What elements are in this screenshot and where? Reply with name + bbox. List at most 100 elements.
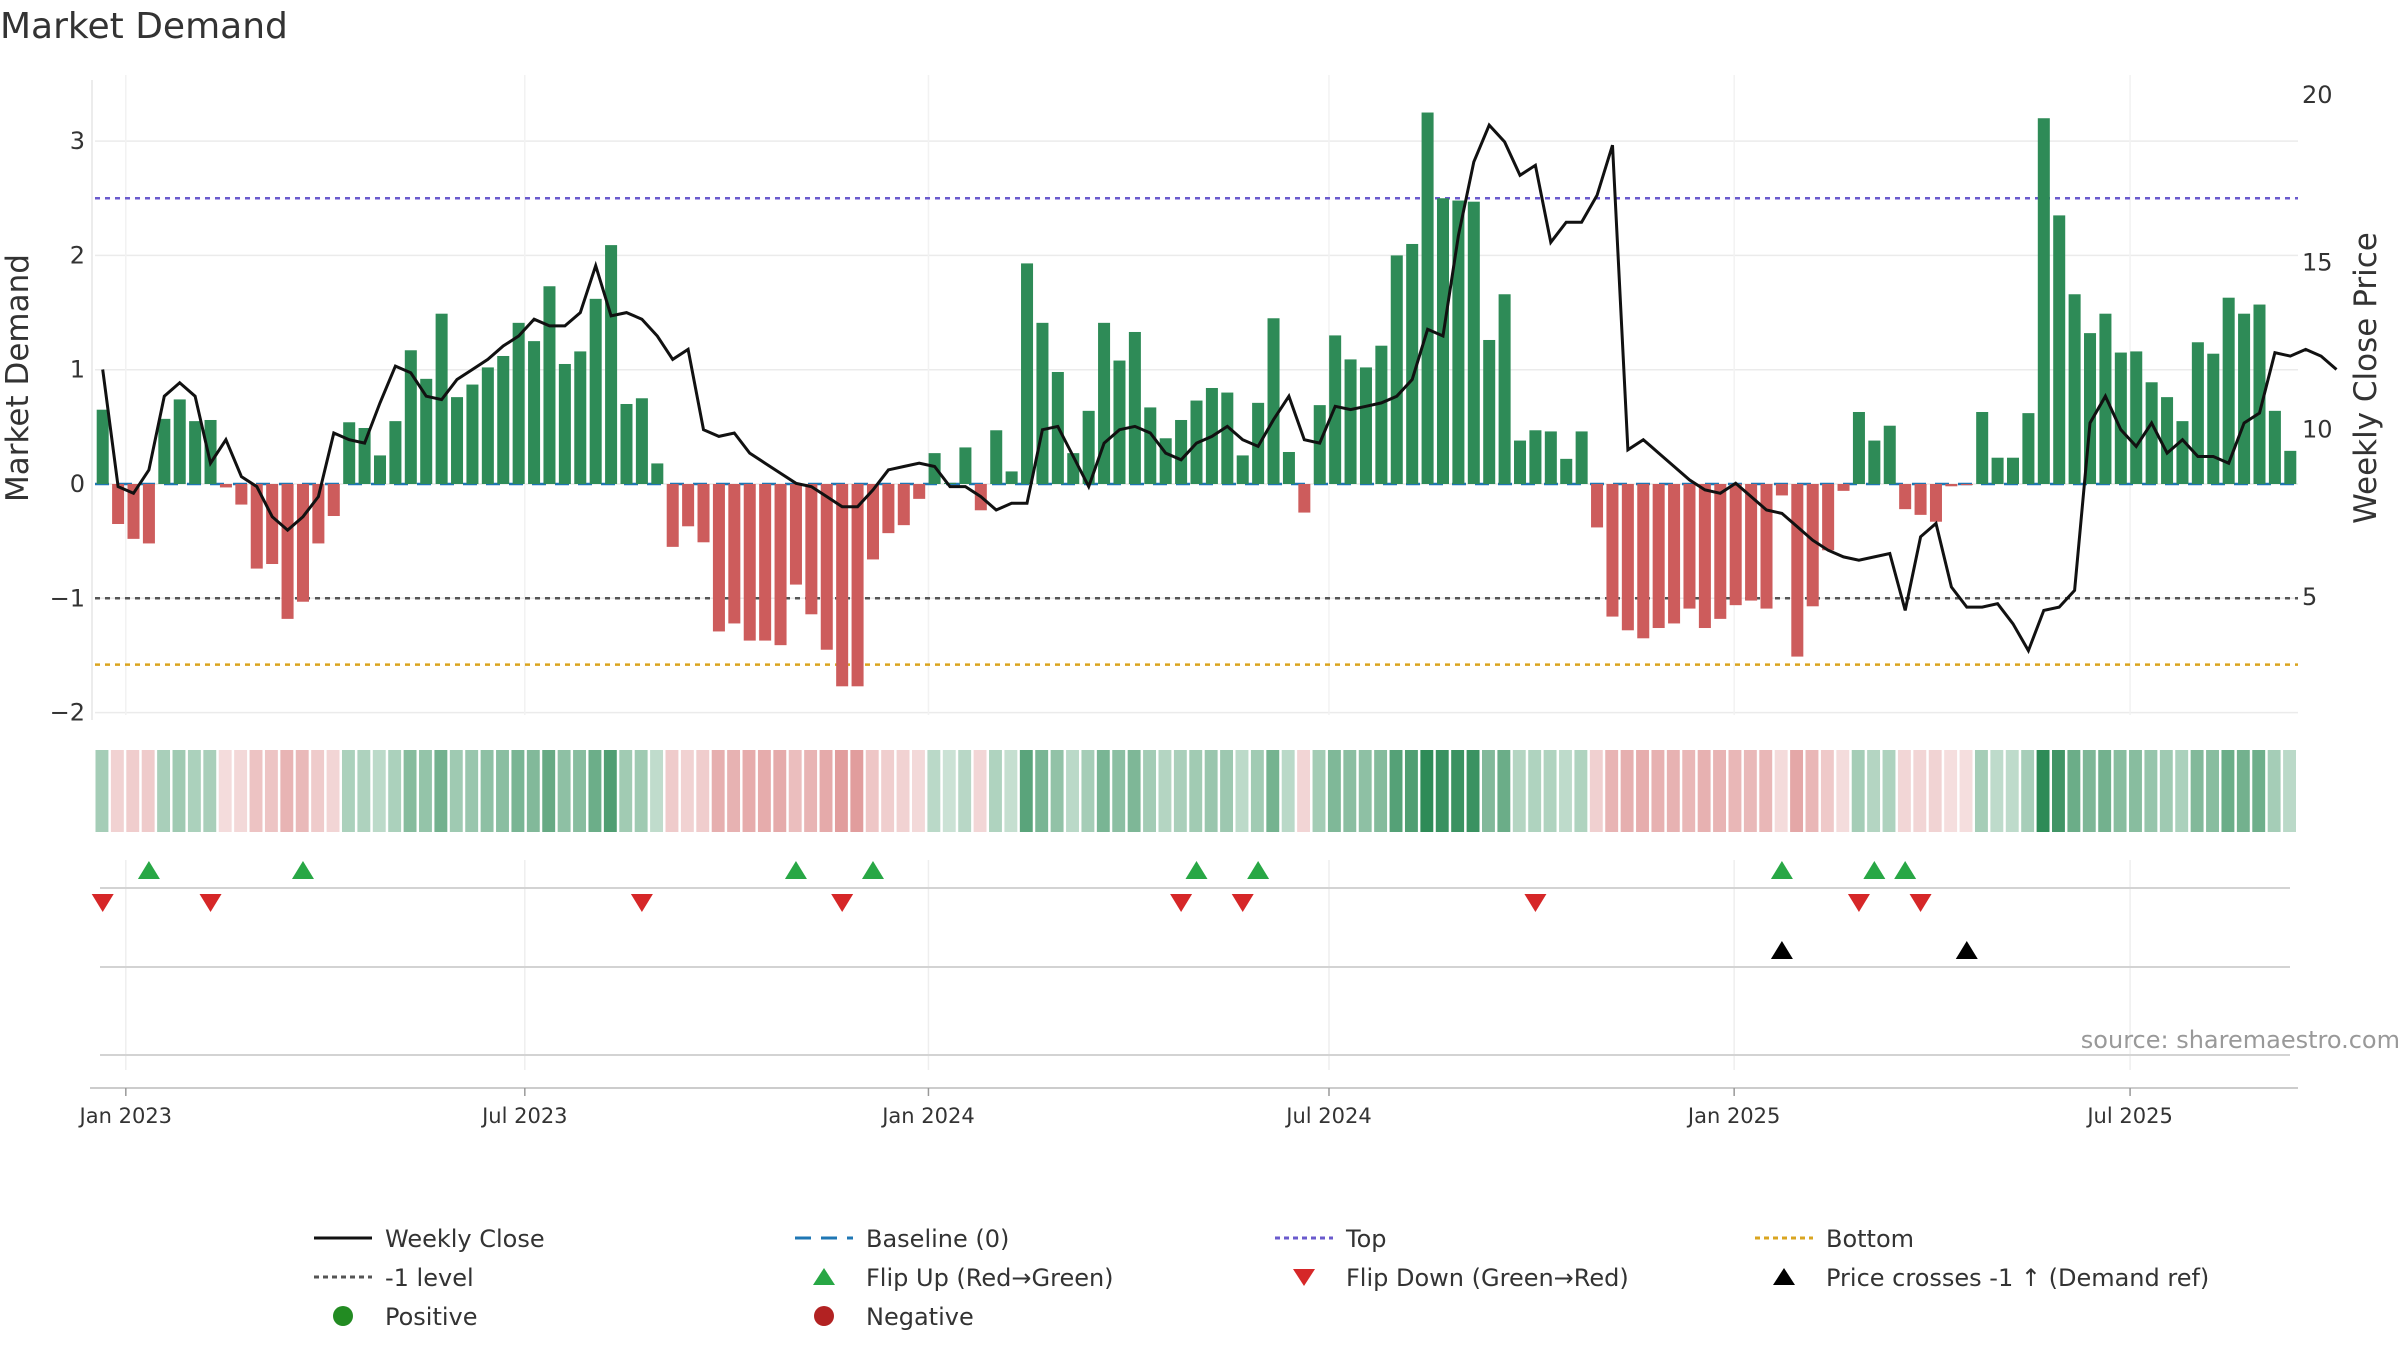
- heat-cell: [1944, 750, 1958, 832]
- heat-cell: [1512, 750, 1526, 832]
- legend-label: Price crosses -1 ↑ (Demand ref): [1826, 1264, 2209, 1292]
- demand-bar: [189, 421, 202, 484]
- demand-bar: [1714, 484, 1727, 619]
- demand-bar: [1668, 484, 1681, 624]
- legend-label: Top: [1345, 1225, 1387, 1253]
- heat-cell: [1143, 750, 1156, 832]
- heat-cell: [1867, 750, 1881, 832]
- demand-bar: [882, 484, 895, 534]
- right-axis-label: Weekly Close Price: [2348, 232, 2384, 524]
- heat-cell: [1743, 750, 1757, 832]
- heat-cell: [757, 750, 771, 832]
- heat-cell: [2021, 750, 2035, 832]
- weekly-close-line: [101, 122, 2338, 655]
- demand-bar: [836, 484, 849, 687]
- heat-cell: [2175, 750, 2189, 832]
- flip-up-marker: [1185, 861, 1208, 879]
- demand-bar: [204, 419, 217, 484]
- legend-label: Weekly Close: [385, 1225, 545, 1253]
- demand-bar: [327, 484, 340, 517]
- demand-bars: [96, 112, 2297, 687]
- heat-cell: [1928, 750, 1942, 832]
- heat-cell: [665, 750, 679, 832]
- heat-cell: [1266, 750, 1280, 832]
- demand-bar: [728, 484, 741, 624]
- demand-bar: [1791, 484, 1804, 657]
- demand-bar: [1575, 431, 1588, 484]
- heat-cell: [1466, 750, 1480, 832]
- demand-bar: [2022, 413, 2035, 484]
- heat-cell: [2190, 750, 2204, 832]
- demand-bar: [512, 322, 525, 484]
- demand-bar: [1344, 359, 1357, 484]
- demand-bar: [558, 363, 571, 484]
- legend-label: Positive: [385, 1303, 478, 1331]
- heat-cell: [1389, 750, 1403, 832]
- flip-down-marker: [1909, 894, 1932, 912]
- x-tick-label: Jul 2025: [2085, 1104, 2172, 1128]
- flip-up-marker: [861, 861, 884, 879]
- demand-bar: [1359, 367, 1372, 484]
- demand-bar: [158, 418, 171, 484]
- heat-cell: [680, 750, 694, 832]
- flip-down-marker: [91, 894, 114, 912]
- heat-cell: [1790, 750, 1804, 832]
- demand-bar: [913, 484, 926, 499]
- heat-cell: [1189, 750, 1203, 832]
- demand-bar: [789, 484, 802, 585]
- heat-cell: [2236, 750, 2250, 832]
- flip-up-marker: [291, 861, 314, 879]
- left-axis-ticks: 3 2 1 0 −1 −2: [50, 127, 85, 726]
- legend-swatch-flip-up: [813, 1268, 835, 1285]
- flip-up-marker: [137, 861, 160, 879]
- heat-cell: [1682, 750, 1696, 832]
- demand-bar: [112, 484, 125, 525]
- demand-bar: [759, 484, 772, 641]
- demand-bar: [235, 484, 248, 505]
- heat-cell: [1820, 750, 1834, 832]
- demand-bar: [497, 355, 510, 484]
- heat-cell: [2113, 750, 2127, 832]
- heat-cell: [1589, 750, 1603, 832]
- demand-bar: [127, 484, 140, 539]
- demand-bar: [358, 427, 371, 484]
- heat-cell: [1035, 750, 1049, 832]
- heat-cell: [2159, 750, 2173, 832]
- heat-cell: [1297, 750, 1311, 832]
- price-cross-marker: [1770, 941, 1793, 959]
- demand-bar: [543, 286, 556, 484]
- heat-cell: [1420, 750, 1434, 832]
- x-tick-label: Jan 2023: [78, 1104, 173, 1128]
- demand-bar: [1390, 255, 1403, 484]
- heat-cell: [727, 750, 741, 832]
- heat-cell: [203, 750, 217, 832]
- heat-cell: [1605, 750, 1619, 832]
- demand-bar: [712, 484, 725, 632]
- heat-cell: [280, 750, 294, 832]
- legend-label: Bottom: [1826, 1225, 1914, 1253]
- demand-bar: [1976, 411, 1989, 484]
- demand-bar: [574, 351, 587, 484]
- left-tick-label: 2: [70, 241, 85, 269]
- demand-bar: [1775, 484, 1788, 496]
- demand-bar: [1822, 484, 1835, 551]
- demand-bar: [1082, 410, 1095, 484]
- heat-cell: [634, 750, 648, 832]
- flip-down-marker: [1524, 894, 1547, 912]
- heat-cell: [157, 750, 171, 832]
- demand-bar: [851, 484, 864, 687]
- heat-cell: [1728, 750, 1742, 832]
- heat-cell: [1651, 750, 1665, 832]
- heat-cell: [434, 750, 448, 832]
- gridlines: [91, 75, 2298, 1070]
- demand-bar: [250, 484, 263, 569]
- demand-bar: [1868, 440, 1881, 484]
- legend-swatch-flip-down: [1293, 1269, 1315, 1286]
- heat-cell: [372, 750, 386, 832]
- heat-cell: [1482, 750, 1495, 832]
- legend-label: Negative: [866, 1303, 974, 1331]
- demand-bar: [1698, 484, 1711, 629]
- heat-cell: [742, 750, 756, 832]
- heat-cell: [1897, 750, 1911, 832]
- heat-cell: [2267, 750, 2281, 832]
